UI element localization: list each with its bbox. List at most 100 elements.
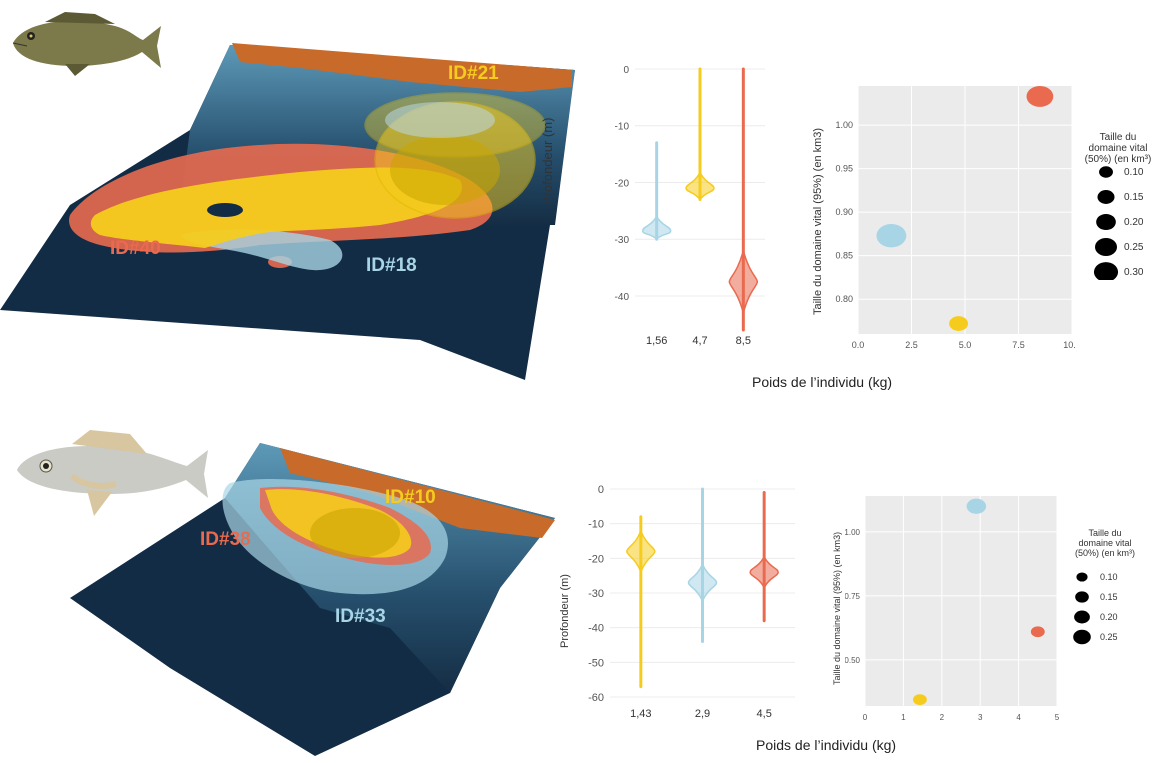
scatter-xtick-label: 0	[863, 713, 868, 722]
violin-ytick-label: -10	[615, 122, 630, 133]
legend-title-line1: Taille du	[1099, 132, 1137, 143]
violin-body	[626, 528, 656, 574]
bottom-violin-chart: 0 -10 -20 -30 -40 -50 -60 1,43 2,9 4,5	[588, 484, 795, 720]
scatter-ytick-label: 0.95	[835, 164, 853, 174]
top-xlabel: Poids de l’individu (kg)	[752, 374, 893, 390]
violin-ytick-label: -50	[588, 657, 604, 669]
scatter-xtick-label: 5.0	[959, 340, 972, 350]
top-legend-keys: 0.10 0.15 0.20 0.25 0.30	[1093, 166, 1144, 280]
grouper-fish-icon	[5, 8, 165, 78]
scatter-ytick-label: 1.00	[835, 120, 853, 130]
bottom-scatter-chart: 0 1 2 3 4 5 0.50 0.75 1.00	[845, 496, 1060, 722]
violin-ytick-label: 0	[598, 484, 604, 496]
violin-body	[728, 250, 759, 314]
bottom-legend-keys: 0.10 0.15 0.20 0.25	[1073, 572, 1118, 645]
violin-ytick-label: -60	[588, 692, 604, 704]
scatter-point	[913, 694, 927, 706]
scatter-xtick-label: 7.5	[1012, 340, 1025, 350]
legend-size-label: 0.15	[1100, 592, 1118, 602]
bottom-3d-terrain	[60, 438, 560, 758]
violin-category-label: 2,9	[695, 708, 710, 720]
scatter-point	[1026, 85, 1054, 107]
scatter-xtick-label: 3	[978, 713, 983, 722]
violin-body	[685, 170, 715, 201]
legend-size-label: 0.15	[1124, 192, 1144, 203]
violin-ytick-label: -10	[588, 519, 604, 531]
bottom-size-legend: Taille du domaine vital (50%) (en km³)	[1060, 528, 1150, 588]
top-size-legend: Taille du domaine vital (50%) (en km³)	[1078, 132, 1157, 292]
bottom-terrain-svg	[70, 443, 555, 756]
violin-category-label: 4,5	[757, 708, 772, 720]
legend-title-line2: domaine vital	[1078, 538, 1132, 548]
scatter-plot-area	[865, 496, 1057, 706]
legend-size-label: 0.20	[1100, 612, 1118, 622]
scatter-xtick-label: 10.0	[1063, 340, 1075, 350]
violin-ytick-label: 0	[623, 65, 629, 76]
id18-label: ID#18	[366, 255, 417, 276]
violin-category-label: 1,43	[630, 708, 651, 720]
id40-label: ID#40	[110, 238, 161, 259]
scatter-ytick-label: 0.90	[835, 207, 853, 217]
legend-size-key	[1073, 629, 1091, 645]
scatter-xtick-label: 0.0	[852, 340, 865, 350]
legend-title-line2: domaine vital	[1088, 143, 1148, 154]
violin-ytick-label: -20	[588, 553, 604, 565]
cliff-top	[232, 43, 572, 92]
top-depth-ylabel: Profondeur (m)	[540, 117, 555, 205]
scatter-ytick-label: 0.85	[835, 251, 853, 261]
top-scatter-chart: 0.0 2.5 5.0 7.5 10.0 0.80 0.85 0.90 0.95 1.00	[835, 85, 1075, 350]
legend-size-label: 0.20	[1124, 217, 1144, 228]
violin-ytick-label: -30	[588, 588, 604, 600]
bottom-scatter-ylabel: Taille du domaine vital (95%) (en km3)	[832, 531, 842, 685]
scatter-ytick-label: 0.80	[835, 294, 853, 304]
legend-size-label: 0.25	[1100, 632, 1118, 642]
scatter-ytick-label: 0.50	[845, 656, 861, 665]
id21-label: ID#21	[448, 63, 499, 84]
violin-category-label: 1,56	[646, 335, 667, 347]
scatter-xtick-label: 4	[1016, 713, 1021, 722]
violin-category-label: 4,7	[692, 335, 707, 347]
scatter-xtick-label: 5	[1055, 713, 1060, 722]
violin-body	[687, 562, 718, 603]
scatter-ytick-label: 1.00	[845, 528, 861, 537]
violin-ytick-label: -30	[615, 235, 630, 246]
scatter-point	[949, 316, 969, 331]
legend-size-key	[1074, 610, 1090, 624]
id33-label: ID#33	[335, 606, 386, 627]
top-3d-terrain	[0, 40, 580, 380]
scatter-xtick-label: 2.5	[905, 340, 918, 350]
bottom-depth-ylabel: Profondeur (m)	[559, 574, 571, 648]
violin-body	[641, 214, 672, 241]
legend-size-label: 0.25	[1124, 242, 1144, 253]
scatter-point	[966, 498, 987, 514]
id38-label: ID#38	[200, 529, 251, 550]
scatter-xtick-label: 2	[940, 713, 945, 722]
violin-ytick-label: -20	[615, 178, 630, 189]
scatter-point	[876, 223, 907, 248]
legend-size-key	[1093, 262, 1119, 280]
violin-ytick-label: -40	[615, 292, 630, 303]
legend-size-label: 0.10	[1100, 572, 1118, 582]
legend-size-label: 0.10	[1124, 167, 1144, 178]
legend-size-key	[1075, 591, 1089, 603]
legend-title-line1: Taille du	[1088, 528, 1122, 538]
scatter-xtick-label: 1	[901, 713, 906, 722]
top-scatter-ylabel: Taille du domaine vital (95%) (en km3)	[812, 127, 824, 315]
legend-size-label: 0.30	[1124, 267, 1144, 278]
legend-size-key	[1097, 190, 1115, 204]
scatter-point	[1030, 626, 1045, 638]
meagre-fish-icon	[12, 428, 212, 520]
legend-title-line3: (50%) (en km³)	[1084, 154, 1152, 165]
id10-label: ID#10	[385, 487, 436, 508]
legend-size-key	[1076, 572, 1088, 582]
bottom-xlabel: Poids de l’individu (kg)	[756, 737, 897, 753]
cliff-top	[280, 448, 555, 538]
legend-size-key	[1095, 238, 1117, 256]
top-violin-chart: 0 -10 -20 -30 -40 1,56 4,7 8,5	[615, 65, 765, 347]
violin-body	[749, 555, 779, 590]
violin-category-label: 8,5	[736, 335, 751, 347]
top-terrain-svg	[0, 43, 575, 380]
legend-size-key	[1096, 213, 1116, 231]
scatter-ytick-label: 0.75	[845, 592, 861, 601]
violin-ytick-label: -40	[588, 623, 604, 635]
